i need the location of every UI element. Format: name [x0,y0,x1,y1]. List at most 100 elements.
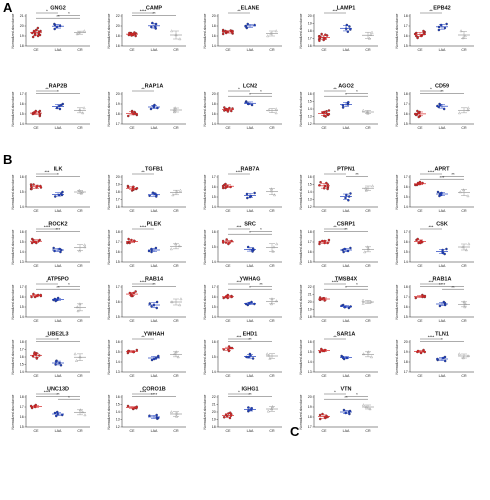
significance-label: *** [429,225,434,230]
y-axis-label: Normalized abundance [107,284,111,319]
data-point-cr [170,29,174,33]
x-tick-label-laa: LAA [343,319,350,323]
y-tick-label: 16 [404,185,408,189]
chart-title: CD59 [435,84,449,90]
chart-title: LAMP1 [337,6,356,12]
x-tick-label-laa: LAA [343,48,350,52]
data-point-laa [149,107,153,111]
chart-title: EHD1 [243,332,258,338]
data-point-laa [250,300,253,304]
chart-csrp1: CSRP1 15 16 17 18 Normalized abundance CE LAA CR… [299,222,378,268]
data-point-ce [222,416,226,419]
data-point-laa [54,363,57,366]
x-tick-label-ce: CE [34,319,40,323]
significance-label: **** [428,170,435,175]
y-tick-label: 17 [116,285,120,289]
data-point-laa [253,191,256,195]
chart-rap2b: RAP2B 14 15 16 17 Normalized abundance CE LAA CR… [11,84,90,130]
y-tick-label: 16 [212,230,216,234]
y-tick-label: 18 [404,14,408,18]
significance-label: ** [237,9,241,14]
y-tick-label: 15 [404,195,408,199]
significance-label: * [68,282,70,287]
y-tick-label: 15 [404,122,408,126]
data-point-laa [250,407,253,410]
x-tick-label-ce: CE [130,209,136,213]
significance-label: *** [333,9,338,14]
x-tick-label-ce: CE [226,319,232,323]
x-tick-label-cr: CR [173,126,179,130]
y-tick-label: 14 [212,44,216,48]
y-tick-label: 18 [404,360,408,364]
y-axis-label: Normalized abundance [203,229,207,264]
y-axis-label: Normalized abundance [107,394,111,429]
significance-label: * [238,390,240,395]
significance-label: * [68,11,70,16]
chart-title: APRT [435,167,451,173]
data-point-cr [83,413,87,417]
x-tick-label-cr: CR [173,319,179,323]
x-tick-label-laa: LAA [151,374,158,378]
data-point-laa [52,298,55,302]
x-tick-label-laa: LAA [55,374,62,378]
significance-label: ** [333,225,337,230]
y-axis-label: Normalized abundance [11,174,15,209]
data-point-ce [30,187,33,191]
data-point-cr [361,298,365,302]
data-point-ce [127,114,130,118]
data-point-ce [416,36,419,40]
y-tick-label: 17 [212,285,216,289]
significance-label: **** [44,225,51,230]
x-tick-label-cr: CR [269,264,275,268]
y-tick-label: 15 [116,403,120,407]
data-point-ce [320,347,323,351]
x-tick-label-laa: LAA [151,48,158,52]
y-tick-label: 15 [404,250,408,254]
data-point-laa [443,359,447,363]
x-tick-label-ce: CE [322,319,328,323]
chart-tgfb1: TGFB1 16 17 18 19 20 Normalized abundance CE LAA… [107,167,186,213]
significance-label: * [260,89,262,94]
x-tick-label-cr: CR [269,48,275,52]
y-tick-label: 16 [212,295,216,299]
x-tick-label-laa: LAA [343,209,350,213]
y-axis-label: Normalized abundance [203,91,207,126]
significance-label: * [356,282,358,287]
x-tick-label-laa: LAA [247,209,254,213]
x-tick-label-ce: CE [226,126,232,130]
x-tick-label-ce: CE [34,209,40,213]
data-point-ce [414,31,418,35]
data-point-laa [342,408,346,412]
y-tick-label: 21 [212,403,216,407]
x-tick-label-cr: CR [77,264,83,268]
significance-label: * [57,172,59,177]
data-point-cr [78,108,82,112]
y-tick-label: 18 [20,395,24,399]
chart-tmsb4x: TMSB4X 18 19 20 21 22 Normalized abundance CE LA… [299,277,378,323]
y-tick-label: 16 [308,44,312,48]
y-tick-label: 15 [212,245,216,249]
data-point-cr [466,108,470,112]
y-tick-label: 14 [212,260,216,264]
x-tick-label-cr: CR [173,264,179,268]
significance-label: ** [355,172,359,177]
x-tick-label-laa: LAA [55,429,62,433]
y-tick-label: 16 [116,44,120,48]
chart-title: RAB7A [241,167,260,173]
significance-label: ** [248,392,252,397]
chart-unc13d: UNC13D 15 16 17 18 Normalized abundance CE LAA C… [11,387,90,433]
y-axis-label: Normalized abundance [11,339,15,374]
data-point-laa [61,190,64,194]
y-tick-label: 16 [116,205,120,209]
x-tick-label-cr: CR [77,374,83,378]
y-tick-label: 15 [308,350,312,354]
x-tick-label-ce: CE [418,209,424,213]
y-tick-label: 15 [308,100,312,104]
y-axis-label: Normalized abundance [299,284,303,319]
x-tick-label-cr: CR [365,319,371,323]
x-tick-label-ce: CE [34,48,40,52]
y-axis-label: Normalized abundance [299,339,303,374]
x-tick-label-laa: LAA [343,374,350,378]
chart-title: CAMP [146,6,163,12]
